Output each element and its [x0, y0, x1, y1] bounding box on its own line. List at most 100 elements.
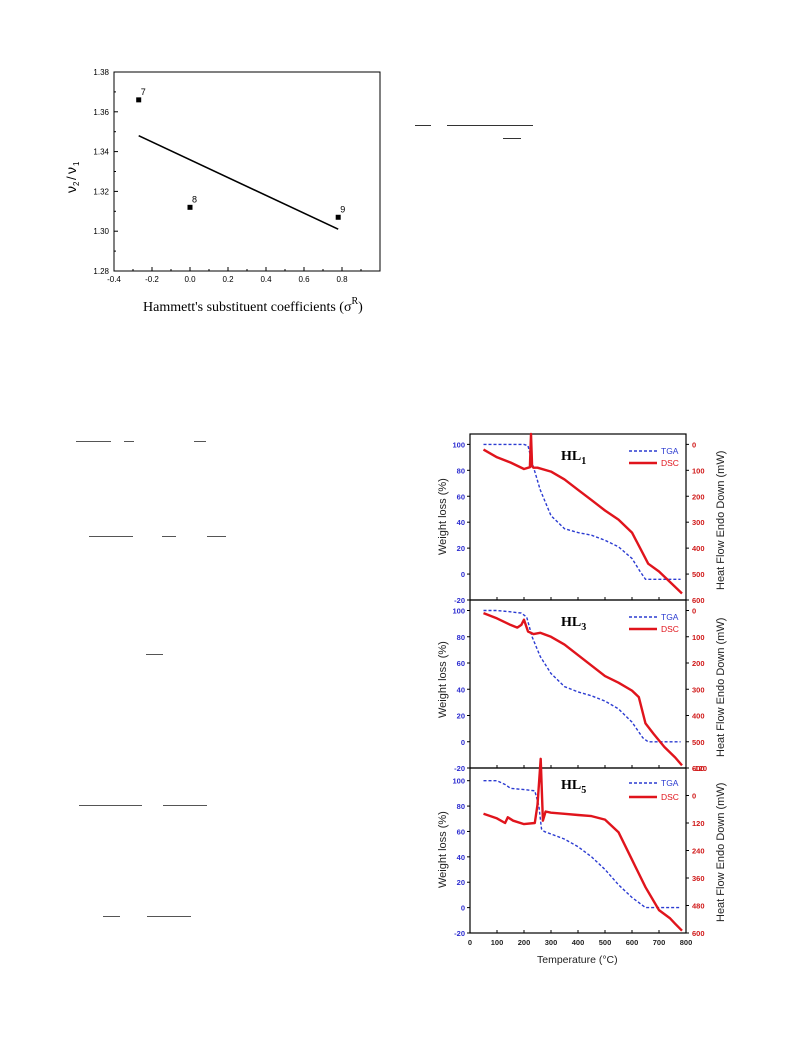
left-tick-label: 0	[461, 738, 465, 747]
left-tick-label: 80	[457, 466, 465, 475]
tga-curve-HL1	[483, 443, 681, 580]
x-tick-label: 0	[468, 938, 472, 947]
right-tick-label: 300	[692, 518, 705, 527]
right-tick-label: 240	[692, 847, 705, 856]
x-tick-label: 400	[572, 938, 585, 947]
left-tick-label: 40	[457, 518, 465, 527]
x-tick-label: 800	[680, 938, 693, 947]
thermal-x-axis-title: Temperature (°C)	[537, 954, 618, 966]
equation-fraction-bar	[162, 536, 176, 537]
data-point-9	[335, 214, 341, 220]
thermal-frames	[469, 433, 687, 934]
equation-fraction-bar	[147, 916, 191, 917]
x-tick-label: 300	[545, 938, 558, 947]
left-tick-label: -20	[454, 929, 465, 938]
thermal-axes: 100806040200-200100200300400500600100806…	[452, 440, 707, 947]
equation-fraction-bar	[207, 536, 226, 537]
right-axis-title-3: Heat Flow Endo Down (mW)	[715, 783, 727, 922]
hammett-y-label-nu: ν	[63, 186, 79, 193]
x-tick-label: 200	[518, 938, 531, 947]
left-tick-label: 100	[452, 607, 465, 616]
right-tick-label: 400	[692, 544, 705, 553]
left-tick-label: 60	[457, 492, 465, 501]
x-tick-label: 0.2	[222, 275, 234, 284]
hammett-y-label-slash: /	[64, 176, 79, 180]
legend-panel-3: TGA DSC	[629, 778, 679, 802]
equation-fraction-bar	[76, 441, 111, 442]
x-tick-label: 700	[653, 938, 666, 947]
hammett-y-ticks: 1.28 1.30 1.32 1.34 1.36 1.38	[93, 68, 118, 276]
right-tick-label: 500	[692, 738, 705, 747]
right-tick-label: 200	[692, 492, 705, 501]
data-point-label: 9	[340, 204, 345, 214]
data-point-label: 8	[192, 194, 197, 204]
hammett-y-label-sub1: 1	[72, 161, 81, 166]
equation-fraction-bar	[163, 805, 207, 806]
right-tick-label: 100	[692, 633, 705, 642]
panel-title-hl5: HL5	[561, 778, 586, 796]
left-tick-label: 20	[457, 544, 465, 553]
data-point-8	[187, 204, 193, 210]
left-tick-label: 100	[452, 777, 465, 786]
data-point-7	[136, 97, 142, 103]
right-axis-title-2: Heat Flow Endo Down (mW)	[715, 618, 727, 757]
right-tick-label: 0	[692, 440, 696, 449]
y-tick-label: 1.28	[93, 267, 109, 276]
right-tick-label: 120	[692, 819, 705, 828]
right-tick-label: 600	[692, 764, 705, 773]
x-tick-label: 0.4	[260, 275, 272, 284]
left-tick-label: 20	[457, 712, 465, 721]
left-tick-label: 0	[461, 904, 465, 913]
tga-curve-HL3	[483, 609, 681, 743]
right-tick-label: 360	[692, 874, 705, 883]
hammett-x-ticks: -0.4 -0.2 0.0 0.2 0.4 0.6 0.8	[107, 267, 362, 284]
left-axis-title-3: Weight loss (%)	[437, 811, 449, 888]
x-tick-label: 500	[599, 938, 612, 947]
equation-fraction-bar	[124, 441, 134, 442]
hammett-marks: 7 8 9	[136, 87, 345, 230]
legend-panel-1: TGA DSC	[629, 446, 679, 468]
left-tick-label: 20	[457, 878, 465, 887]
left-axis-title-1: Weight loss (%)	[437, 478, 449, 555]
legend-tga-label: TGA	[661, 446, 679, 456]
equation-fraction-bar	[103, 916, 120, 917]
hammett-y-label-nu1: ν	[63, 167, 79, 174]
right-tick-label: 200	[692, 659, 705, 668]
equation-fraction-bar	[194, 441, 206, 442]
left-tick-label: 60	[457, 827, 465, 836]
right-tick-label: 500	[692, 570, 705, 579]
right-tick-label: 0	[692, 607, 696, 616]
left-axis-title-2: Weight loss (%)	[437, 641, 449, 718]
hammett-x-label: Hammett's substituent coefficients (σR)	[143, 296, 363, 315]
y-tick-label: 1.34	[93, 148, 109, 157]
equation-fraction-bar	[447, 125, 533, 127]
hammett-chart: -0.4 -0.2 0.0 0.2 0.4 0.6 0.8 1.28 1.30 1.32 1.34…	[63, 68, 381, 315]
right-tick-label: 400	[692, 712, 705, 721]
x-tick-label: -0.4	[107, 275, 121, 284]
right-tick-label: 480	[692, 902, 705, 911]
x-tick-label: 100	[491, 938, 504, 947]
equation-fraction-bar	[503, 138, 521, 140]
legend-dsc-label: DSC	[661, 458, 679, 468]
x-tick-label: 0.6	[298, 275, 310, 284]
legend-dsc-label: DSC	[661, 624, 679, 634]
left-tick-label: 40	[457, 685, 465, 694]
y-tick-label: 1.32	[93, 187, 109, 196]
legend-dsc-label: DSC	[661, 792, 679, 802]
equation-fraction-bar	[415, 125, 431, 127]
left-tick-label: 60	[457, 659, 465, 668]
right-tick-label: 600	[692, 929, 705, 938]
right-tick-label: 0	[692, 792, 696, 801]
tga-curve-HL5	[483, 780, 681, 909]
legend-tga-label: TGA	[661, 612, 679, 622]
equation-fraction-bar	[79, 805, 142, 806]
left-tick-label: 40	[457, 853, 465, 862]
equation-fraction-bar	[146, 654, 163, 655]
x-tick-label: 0.8	[336, 275, 348, 284]
thermal-curves	[482, 432, 683, 932]
right-tick-label: 300	[692, 685, 705, 694]
x-tick-label: -0.2	[145, 275, 159, 284]
legend-tga-label: TGA	[661, 778, 679, 788]
